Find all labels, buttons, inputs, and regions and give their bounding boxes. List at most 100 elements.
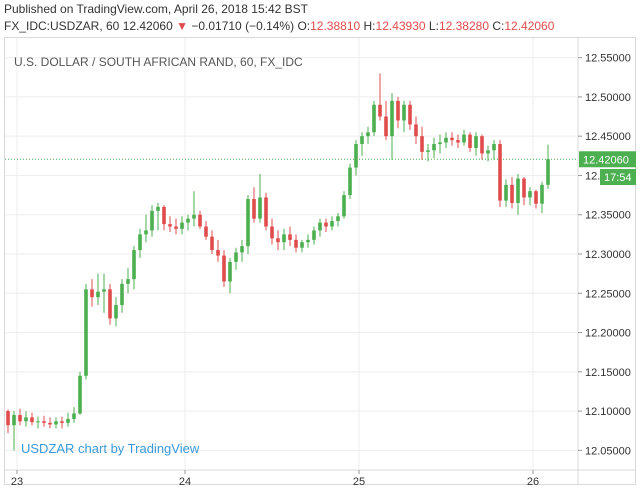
candle-up [144, 214, 148, 243]
symbol-label[interactable]: FX_IDC:USDZAR, 60 [4, 19, 120, 33]
x-tick-label: 23 [11, 476, 23, 488]
candle-up [78, 371, 82, 416]
candle-body [462, 134, 466, 143]
candle-body [444, 137, 448, 143]
candle-body [246, 199, 250, 247]
candle-body [300, 242, 304, 248]
candle-body [60, 421, 64, 423]
candle-up [336, 213, 340, 227]
candle-body [216, 250, 220, 256]
candle-up [228, 257, 232, 294]
candle-up [102, 273, 106, 313]
candle-body [354, 144, 358, 168]
candle-down [198, 210, 202, 229]
candle-body [120, 283, 124, 306]
candle-up [342, 191, 346, 219]
candle-body [534, 191, 538, 204]
candle-down [534, 189, 538, 209]
candle-up [114, 297, 118, 327]
candle-up [390, 92, 394, 160]
candle-up [84, 283, 88, 380]
open-value: 12.38810 [310, 19, 361, 33]
x-tick-label: 25 [353, 476, 365, 488]
y-tick-label: 12.45000 [585, 131, 631, 143]
y-tick-label: 12.10000 [585, 406, 631, 418]
down-arrow-icon: ▼ [176, 19, 188, 33]
candle-down [396, 96, 400, 129]
candle-down [60, 416, 64, 429]
candle-down [480, 134, 484, 160]
candle-up [150, 205, 154, 237]
price-axis: 12.5500012.5000012.4500012.4000012.35000… [578, 53, 631, 457]
candle-body [276, 238, 280, 243]
candle-body [210, 236, 214, 251]
candle-down [294, 234, 298, 253]
high-label: H: [363, 19, 376, 33]
candle-body [132, 250, 136, 280]
candle-body [114, 305, 118, 319]
last-price-tag-bg [579, 151, 636, 168]
candle-down [270, 218, 274, 245]
candle-body [294, 239, 298, 248]
candles-layer [6, 73, 550, 451]
candle-down [468, 132, 472, 152]
candle-up [54, 417, 58, 429]
candle-body [84, 289, 88, 376]
candle-body [36, 421, 40, 423]
candle-up [138, 228, 142, 258]
candle-up [546, 144, 550, 189]
candle-body [540, 184, 544, 204]
candle-body [492, 144, 496, 151]
close-value: 12.42060 [504, 19, 555, 33]
candle-body [108, 289, 112, 319]
candle-down [48, 417, 52, 429]
y-tick-label: 12.55000 [585, 53, 631, 65]
candle-body [192, 214, 196, 219]
candle-body [54, 421, 58, 425]
candle-down [222, 250, 226, 287]
candle-up [312, 226, 316, 245]
watermark-link[interactable]: USDZAR chart by TradingView [21, 441, 200, 456]
candle-body [408, 104, 412, 125]
candle-body [366, 132, 370, 137]
candle-body [498, 144, 502, 201]
close-label: C: [492, 19, 505, 33]
price-tags: 12.42060 17:54 [579, 151, 636, 186]
candle-body [486, 150, 490, 154]
x-tick-label: 24 [179, 476, 191, 488]
time-axis: 23 24 25 26 [11, 470, 539, 488]
candle-body [426, 150, 430, 152]
candle-up [234, 247, 238, 270]
candle-body [126, 279, 130, 284]
candle-body [168, 224, 172, 227]
candle-body [504, 184, 508, 201]
candle-body [18, 415, 22, 422]
candle-body [240, 246, 244, 253]
candle-up [120, 279, 124, 313]
candle-body [432, 144, 436, 151]
candle-down [498, 140, 502, 207]
countdown-tag: 17:54 [600, 169, 636, 186]
candle-down [210, 230, 214, 254]
candle-body [12, 415, 16, 426]
candle-body [198, 214, 202, 227]
candle-up [354, 140, 358, 176]
candle-body [252, 199, 256, 219]
candle-body [162, 206, 166, 225]
candle-up [282, 228, 286, 251]
symbol-ohlc-bar: FX_IDC:USDZAR, 60 12.42060 ▼ −0.01710 (−… [4, 19, 554, 33]
candle-up [126, 268, 130, 294]
candle-body [450, 137, 454, 141]
candle-down [216, 239, 220, 262]
candle-down [324, 218, 328, 233]
candle-up [444, 132, 448, 148]
candle-down [522, 177, 526, 206]
candle-down [510, 177, 514, 209]
candle-body [306, 239, 310, 243]
candle-up [348, 163, 352, 200]
candle-body [282, 234, 286, 243]
candle-body [378, 104, 382, 117]
candle-down [450, 132, 454, 146]
candle-up [330, 216, 334, 231]
